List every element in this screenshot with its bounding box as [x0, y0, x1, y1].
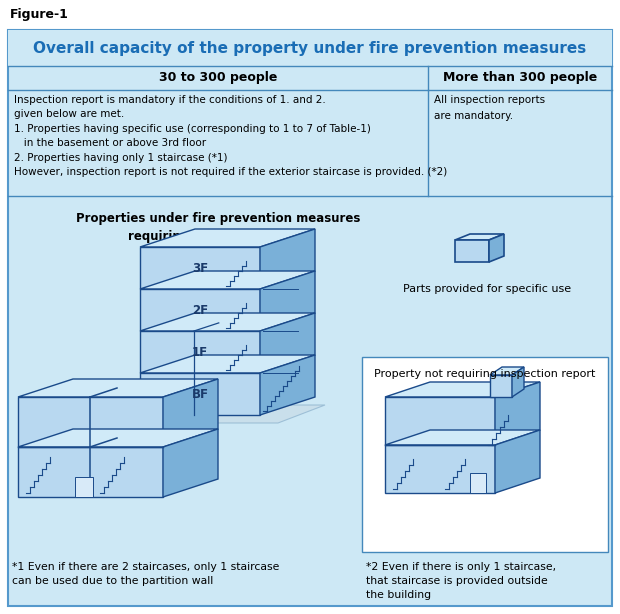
Polygon shape — [18, 447, 163, 497]
Polygon shape — [140, 247, 260, 289]
Polygon shape — [260, 271, 315, 331]
Text: All inspection reports
are mandatory.: All inspection reports are mandatory. — [434, 95, 545, 120]
Polygon shape — [385, 445, 495, 493]
Text: 2F: 2F — [192, 303, 208, 316]
Text: Property not requiring inspection report: Property not requiring inspection report — [374, 369, 596, 379]
Text: 3F: 3F — [192, 262, 208, 274]
Polygon shape — [18, 429, 218, 447]
Bar — [75, 477, 93, 497]
Polygon shape — [512, 367, 524, 397]
Text: Figure-1: Figure-1 — [10, 8, 69, 21]
Polygon shape — [489, 234, 504, 262]
Bar — [470, 473, 486, 493]
Bar — [8, 30, 612, 66]
Polygon shape — [140, 289, 260, 331]
Polygon shape — [260, 313, 315, 373]
Text: *2 Even if there is only 1 staircase,
that staircase is provided outside
the bui: *2 Even if there is only 1 staircase, th… — [366, 562, 556, 600]
Text: *1 Even if there are 2 staircases, only 1 staircase
can be used due to the parti: *1 Even if there are 2 staircases, only … — [12, 562, 280, 586]
Text: 1F: 1F — [192, 346, 208, 359]
Text: Properties under fire prevention measures
requiring inspection report: Properties under fire prevention measure… — [76, 212, 360, 243]
Polygon shape — [385, 382, 540, 397]
Text: 30 to 300 people: 30 to 300 people — [159, 71, 277, 85]
Polygon shape — [140, 271, 315, 289]
Text: BF: BF — [192, 387, 208, 400]
Text: Parts provided for specific use: Parts provided for specific use — [403, 284, 571, 294]
Polygon shape — [455, 240, 489, 262]
Polygon shape — [385, 430, 540, 445]
Polygon shape — [18, 379, 218, 397]
Polygon shape — [495, 382, 540, 445]
Polygon shape — [455, 234, 504, 240]
Text: More than 300 people: More than 300 people — [443, 71, 597, 85]
Polygon shape — [140, 331, 260, 373]
Polygon shape — [163, 429, 218, 497]
Polygon shape — [122, 405, 325, 423]
Bar — [362, 357, 608, 552]
Polygon shape — [140, 355, 315, 373]
Polygon shape — [140, 373, 260, 415]
Polygon shape — [140, 313, 315, 331]
Polygon shape — [163, 379, 218, 447]
Polygon shape — [140, 229, 315, 247]
Polygon shape — [260, 355, 315, 415]
FancyBboxPatch shape — [8, 30, 612, 606]
Polygon shape — [490, 375, 512, 397]
Polygon shape — [490, 367, 524, 375]
Polygon shape — [385, 397, 495, 445]
Polygon shape — [260, 229, 315, 289]
Polygon shape — [495, 430, 540, 493]
Text: Inspection report is mandatory if the conditions of 1. and 2.
given below are me: Inspection report is mandatory if the co… — [14, 95, 447, 177]
Polygon shape — [18, 397, 163, 447]
Text: Overall capacity of the property under fire prevention measures: Overall capacity of the property under f… — [33, 41, 587, 55]
